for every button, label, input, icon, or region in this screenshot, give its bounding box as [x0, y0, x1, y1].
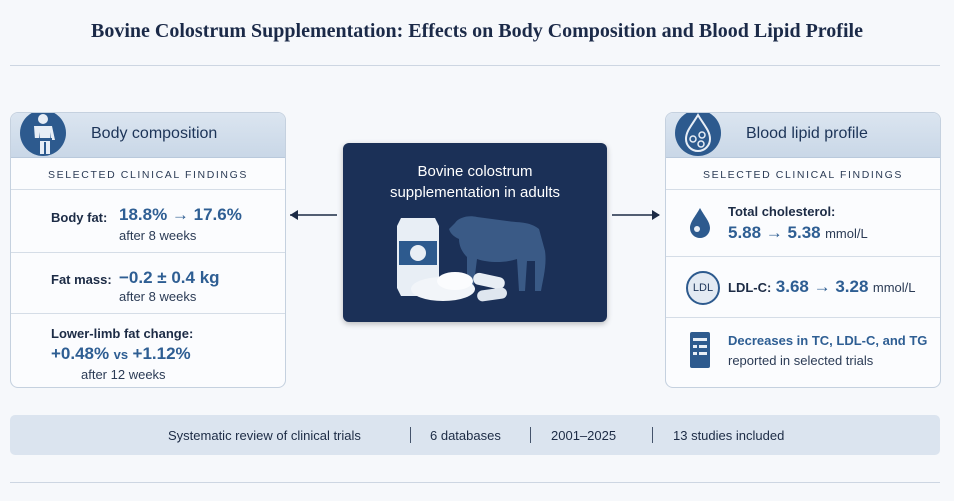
- separator: [410, 427, 411, 443]
- finding-connector: vs: [113, 347, 129, 362]
- finding-value: 18.8% → 17.6%: [119, 205, 242, 224]
- finding-value: +1.12%: [132, 344, 191, 363]
- finding-value: +0.48%: [51, 344, 110, 363]
- panel-subtitle: SELECTED CLINICAL FINDINGS: [666, 161, 940, 190]
- ldl-icon: LDL: [686, 271, 720, 305]
- finding-label: Total cholesterol:: [728, 204, 836, 219]
- finding-note: reported in selected trials: [728, 353, 874, 368]
- finding-unit: mmol/L: [872, 280, 916, 295]
- center-text: Bovine colostrum supplementation in adul…: [389, 163, 561, 201]
- finding-label: Decreases in TC, LDL-C, and TG: [728, 333, 928, 348]
- finding-value-group: LDL-C: 3.68 → 3.28 mmol/L: [728, 277, 915, 297]
- panel-header: Body composition: [11, 113, 285, 158]
- separator: [652, 427, 653, 443]
- finding-value: −0.2 ± 0.4 kg: [119, 268, 220, 287]
- separator: [530, 427, 531, 443]
- divider: [10, 482, 940, 483]
- footer-item: 2001–2025: [551, 428, 617, 443]
- finding-label: Fat mass:: [51, 272, 112, 287]
- finding-value: 3.68 → 3.28: [775, 277, 869, 296]
- finding-label: LDL-C:: [728, 280, 772, 295]
- finding-row: Lower-limb fat change: +0.48% vs +1.12% …: [11, 314, 285, 386]
- arrow-right: [612, 210, 660, 220]
- footer-bar: Systematic review of clinical trials 6 d…: [10, 415, 940, 455]
- body-composition-panel: Body composition SELECTED CLINICAL FINDI…: [10, 112, 286, 388]
- finding-note: after 8 weeks: [119, 228, 197, 243]
- finding-row: Decreases in TC, LDL-C, and TG reported …: [666, 318, 940, 386]
- finding-label: Body fat:: [51, 210, 108, 225]
- finding-row: LDL LDL-C: 3.68 → 3.28 mmol/L: [666, 257, 940, 318]
- panel-header: Blood lipid profile: [666, 113, 940, 158]
- test-tube-icon: [690, 332, 710, 368]
- droplet-icon: [690, 208, 710, 238]
- finding-value-group: +0.48% vs +1.12%: [51, 344, 191, 364]
- colostrum-illustration: [397, 216, 546, 302]
- divider: [10, 65, 940, 66]
- finding-row: Body fat: 18.8% → 17.6% after 8 weeks: [11, 190, 285, 253]
- footer-item: 6 databases: [430, 428, 501, 443]
- panel-title: Body composition: [91, 125, 218, 142]
- finding-unit: mmol/L: [825, 226, 868, 241]
- finding-row: Fat mass: −0.2 ± 0.4 kg after 8 weeks: [11, 253, 285, 314]
- finding-value: 5.88 → 5.38: [728, 223, 821, 242]
- droplet-molecule-icon: [675, 113, 721, 156]
- blood-lipid-panel: Blood lipid profile SELECTED CLINICAL FI…: [665, 112, 941, 388]
- finding-row: Total cholesterol: 5.88 → 5.38 mmol/L: [666, 190, 940, 257]
- finding-label: Lower-limb fat change:: [51, 326, 194, 341]
- finding-value-group: 5.88 → 5.38 mmol/L: [728, 223, 868, 243]
- center-card: Bovine colostrum supplementation in adul…: [343, 143, 607, 322]
- page-title: Bovine Colostrum Supplementation: Effect…: [91, 20, 863, 42]
- arrow-left: [290, 210, 337, 220]
- footer-item: Systematic review of clinical trials: [168, 428, 361, 443]
- panel-title: Blood lipid profile: [746, 125, 868, 142]
- footer-item: 13 studies included: [673, 428, 785, 443]
- finding-note: after 8 weeks: [119, 289, 197, 304]
- person-icon: [20, 113, 66, 156]
- panel-subtitle: SELECTED CLINICAL FINDINGS: [11, 161, 285, 190]
- finding-note: after 12 weeks: [81, 367, 166, 382]
